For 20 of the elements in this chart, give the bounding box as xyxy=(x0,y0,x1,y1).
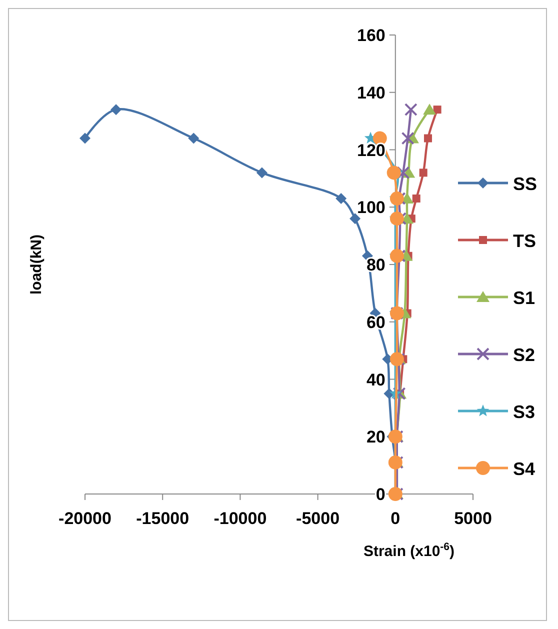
y-tick-label: 140 xyxy=(357,83,386,102)
y-tick-label: 160 xyxy=(357,26,386,45)
legend-label: S2 xyxy=(513,345,536,365)
x-tick-label: 5000 xyxy=(454,509,492,528)
legend-label: SS xyxy=(513,174,538,194)
x-tick-label: -20000 xyxy=(58,509,112,528)
y-tick-label: 0 xyxy=(376,485,386,504)
y-tick-label: 40 xyxy=(366,370,386,390)
x-tick-label: -10000 xyxy=(214,509,267,528)
y-tick-label: 20 xyxy=(366,428,386,447)
legend-label: TS xyxy=(513,231,536,251)
legend-label: S4 xyxy=(513,459,536,479)
x-tick-label: 0 xyxy=(390,509,400,528)
y-tick-label: 100 xyxy=(357,198,386,218)
x-tick-label: -5000 xyxy=(296,509,340,528)
legend-label: S3 xyxy=(513,402,536,422)
legend-label: S1 xyxy=(513,288,536,308)
x-axis-title: Strain (x10$^{-6}$) xyxy=(363,541,455,560)
x-tick-label: -15000 xyxy=(136,509,190,528)
y-axis-title: load(kN) xyxy=(28,234,45,294)
